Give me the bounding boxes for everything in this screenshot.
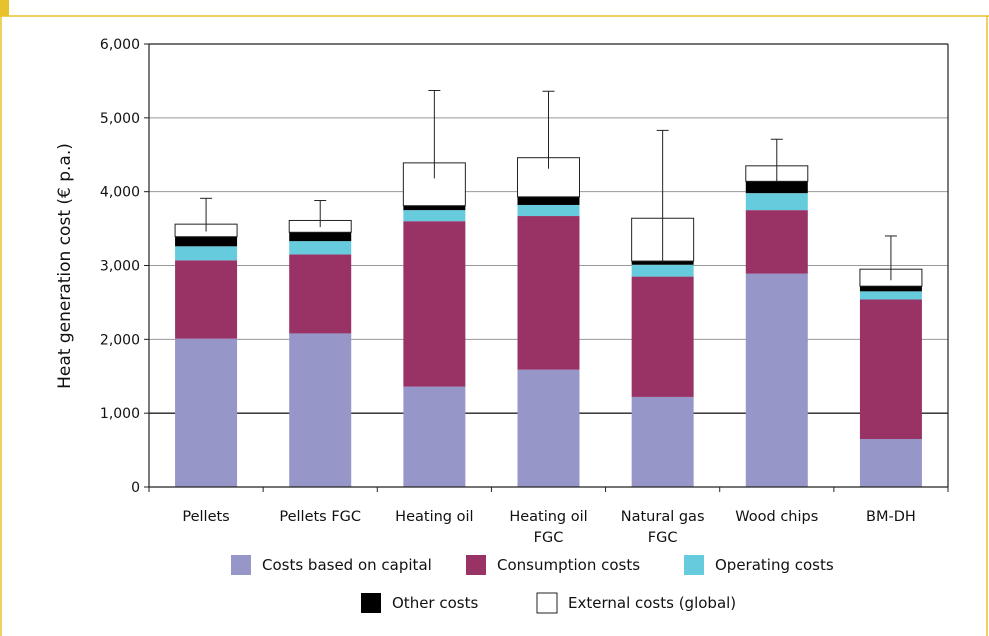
bar-segment	[631, 264, 694, 277]
x-tick-label: Heating oil FGC	[509, 509, 587, 546]
bar-segment	[859, 439, 922, 487]
legend-swatch	[684, 555, 704, 575]
bar-segment	[745, 193, 808, 211]
bar-segment	[403, 221, 466, 387]
y-tick-label: 5,000	[100, 111, 140, 127]
bar-segment	[517, 204, 580, 217]
legend-swatch	[361, 593, 381, 613]
bar-segment	[175, 338, 238, 487]
legend-label: External costs (global)	[568, 594, 736, 612]
bar-segment	[403, 205, 466, 211]
legend-label: Operating costs	[715, 556, 834, 574]
bar-segment	[859, 286, 922, 292]
bar-segment	[517, 196, 580, 205]
bar-segment	[175, 260, 238, 339]
bar-segment	[403, 210, 466, 222]
y-tick-label: 1,000	[100, 406, 140, 422]
bar-segment	[859, 291, 922, 300]
bar-segment	[517, 369, 580, 487]
x-tick-label: Wood chips	[735, 509, 818, 525]
bar-segment	[631, 261, 694, 265]
bar-segment	[289, 232, 352, 242]
bar-segment	[289, 333, 352, 487]
bar-segment	[289, 254, 352, 334]
legend-swatch	[466, 555, 486, 575]
y-axis-title: Heat generation cost (€ p.a.)	[55, 143, 75, 389]
bar-segment	[175, 246, 238, 261]
y-tick-label: 3,000	[100, 259, 140, 275]
x-tick-label: Pellets	[182, 509, 229, 525]
y-tick-label: 4,000	[100, 185, 140, 201]
bar-segment	[631, 396, 694, 487]
bar-segment	[631, 276, 694, 397]
y-tick-label: 0	[131, 480, 140, 496]
y-tick-label: 6,000	[100, 37, 140, 53]
bar-segment	[745, 273, 808, 487]
bar-segment	[403, 386, 466, 487]
legend-label: Costs based on capital	[262, 556, 432, 574]
x-tick-label: Natural gas FGC	[621, 509, 705, 546]
y-tick-label: 2,000	[100, 332, 140, 348]
x-tick-label: BM-DH	[866, 509, 916, 525]
legend-label: Other costs	[392, 594, 478, 612]
legend: Costs based on capital Consumption costs O…	[231, 555, 834, 614]
bar-segment	[175, 236, 238, 247]
bar-segment	[859, 299, 922, 440]
bars	[174, 157, 923, 487]
legend-label: Consumption costs	[497, 556, 640, 574]
legend-swatch	[536, 592, 558, 614]
x-tick-labels: Pellets Pellets FGC Heating oil Heating oil…	[148, 487, 949, 546]
x-tick-label: Pellets FGC	[279, 509, 361, 525]
frame-corner-accent	[0, 0, 9, 16]
bar-segment	[745, 181, 808, 194]
legend-swatch	[231, 555, 251, 575]
x-tick-label: Heating oil	[395, 509, 473, 525]
bar-segment	[517, 216, 580, 370]
bar-segment	[745, 210, 808, 274]
bar-segment	[289, 241, 352, 255]
error-bars	[200, 90, 897, 281]
y-tick-labels: 0 1,000 2,000 3,000 4,000 5,000 6,000	[100, 37, 149, 496]
